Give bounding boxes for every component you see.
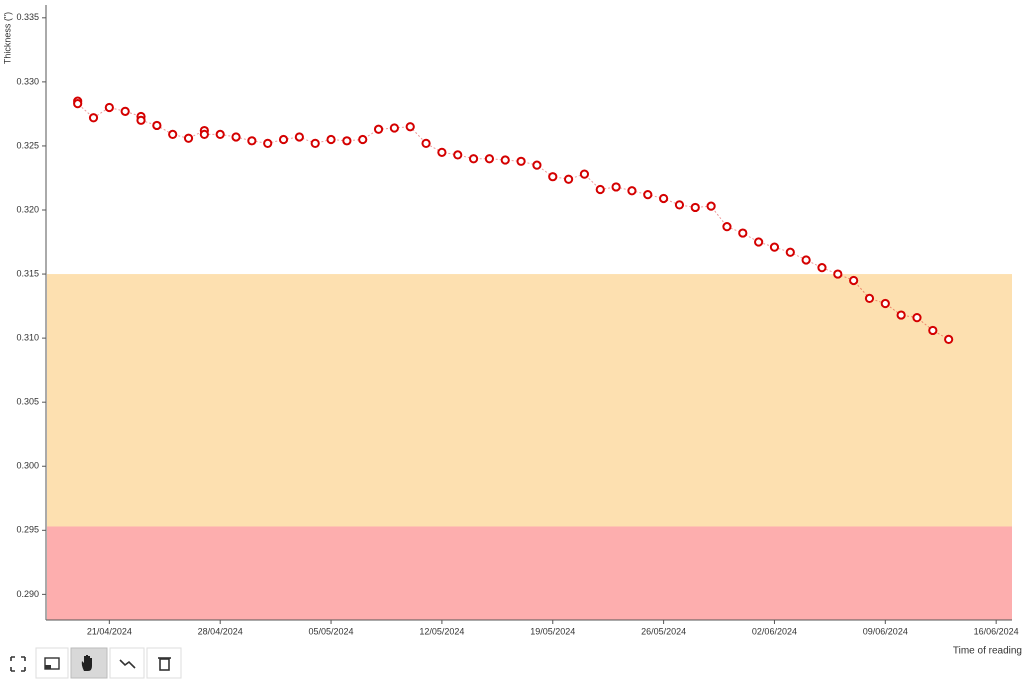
fullscreen-button[interactable] (2, 648, 34, 678)
data-point (738, 228, 748, 238)
y-tick-label: 0.295 (16, 525, 39, 535)
data-point (168, 129, 178, 140)
data-point (342, 136, 352, 146)
x-tick-label: 02/06/2024 (752, 626, 797, 636)
y-axis-label: Thickness (") (2, 12, 12, 64)
data-point (136, 115, 146, 125)
x-tick-label: 09/06/2024 (863, 626, 908, 636)
x-tick-label: 19/05/2024 (530, 626, 575, 636)
y-tick-label: 0.325 (16, 140, 39, 150)
data-point (896, 310, 906, 320)
axes: 0.290 0.295 0.300 0.305 0.310 0.315 0.320 0.325… (16, 5, 1019, 636)
data-point (595, 184, 605, 195)
data-point (104, 102, 114, 113)
y-tick-label: 0.300 (16, 461, 39, 471)
data-point (880, 298, 890, 309)
data-point (817, 263, 827, 273)
data-point (706, 201, 716, 211)
data-point (563, 174, 574, 184)
x-tick-label: 28/04/2024 (198, 626, 243, 636)
data-point (690, 202, 700, 213)
y-tick-label: 0.335 (16, 12, 39, 22)
y-tick-label: 0.330 (16, 76, 39, 86)
data-point (263, 138, 273, 148)
trend-button[interactable] (109, 647, 145, 679)
data-point (326, 134, 336, 145)
data-point (453, 150, 463, 160)
data-point (627, 186, 637, 196)
data-point (944, 334, 954, 345)
threshold-band (47, 274, 1012, 527)
data-point (358, 134, 368, 145)
x-tick-label: 16/06/2024 (974, 626, 1019, 636)
marks (73, 96, 954, 345)
threshold-band (47, 526, 1012, 620)
y-tick-label: 0.320 (16, 204, 39, 214)
data-point (294, 132, 304, 142)
data-point (659, 193, 669, 204)
data-point (278, 134, 289, 145)
data-point (73, 99, 83, 109)
data-point (421, 138, 431, 148)
data-point (769, 242, 780, 252)
data-point (611, 182, 621, 192)
data-point (722, 222, 732, 232)
data-point (532, 160, 542, 170)
x-tick-label: 26/05/2024 (641, 626, 686, 636)
data-point (643, 190, 653, 200)
x-axis-label: Time of reading (953, 646, 1022, 657)
data-point (912, 313, 922, 323)
data-point (437, 147, 447, 157)
data-point (405, 122, 415, 132)
pan-button[interactable] (70, 647, 108, 679)
data-point (864, 293, 875, 304)
data-point (928, 325, 938, 336)
y-tick-label: 0.305 (16, 397, 39, 407)
delete-button[interactable] (146, 647, 182, 679)
data-point (120, 106, 130, 116)
data-point (674, 200, 685, 210)
data-point (548, 172, 558, 182)
data-point (389, 123, 399, 133)
data-point (484, 154, 495, 164)
toolbar (2, 647, 182, 679)
x-tick-label: 05/05/2024 (309, 626, 354, 636)
data-point (199, 129, 209, 140)
data-point (152, 120, 162, 131)
data-point (516, 156, 526, 166)
data-point (373, 124, 384, 134)
y-tick-label: 0.315 (16, 268, 39, 278)
data-point (849, 275, 859, 286)
data-point (785, 247, 795, 257)
data-point (183, 133, 194, 143)
data-point (754, 237, 764, 247)
data-point (579, 169, 590, 179)
data-point (801, 255, 811, 265)
bands (47, 274, 1012, 620)
data-point (231, 132, 241, 142)
x-tick-label: 21/04/2024 (87, 626, 132, 636)
x-tick-label: 12/05/2024 (419, 626, 464, 636)
y-tick-label: 0.310 (16, 333, 39, 343)
data-point (310, 138, 320, 148)
data-point (500, 155, 510, 165)
select-button[interactable] (35, 647, 69, 679)
data-point (215, 129, 225, 140)
y-tick-label: 0.290 (16, 589, 39, 599)
data-point (468, 154, 479, 164)
data-point (88, 113, 99, 123)
data-point (247, 136, 257, 146)
data-point (833, 269, 843, 279)
